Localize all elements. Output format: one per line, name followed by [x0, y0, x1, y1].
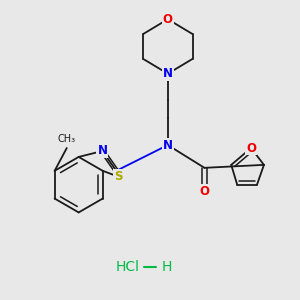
Text: O: O: [246, 142, 256, 154]
Text: CH₃: CH₃: [58, 134, 76, 144]
Text: H: H: [162, 260, 172, 274]
Text: O: O: [200, 185, 209, 198]
Text: N: N: [98, 145, 107, 158]
Text: N: N: [163, 67, 173, 80]
Text: HCl: HCl: [116, 260, 140, 274]
Text: N: N: [163, 139, 173, 152]
Text: S: S: [114, 170, 123, 183]
Text: O: O: [163, 13, 173, 26]
